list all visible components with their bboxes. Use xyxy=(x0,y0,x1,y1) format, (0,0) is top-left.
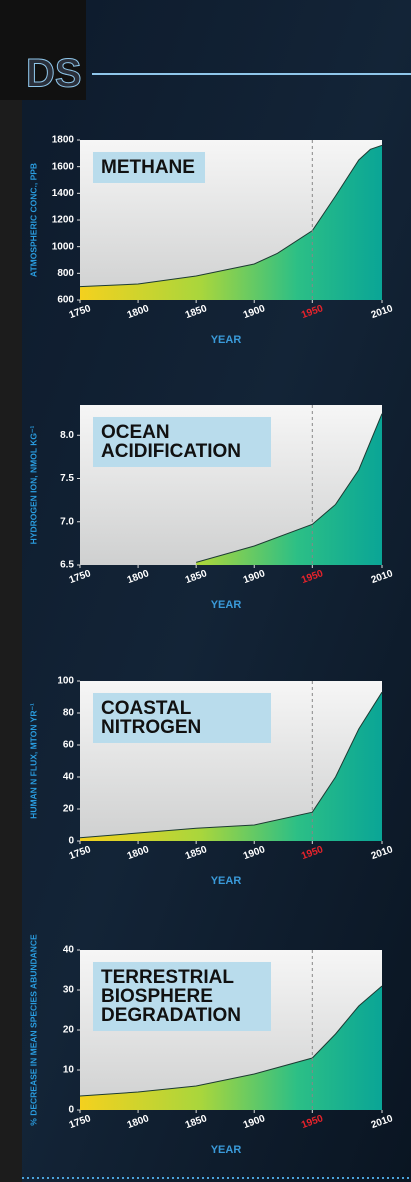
area xyxy=(80,986,382,1110)
y-tick-label: 0 xyxy=(68,1105,74,1116)
title-box: COASTAL NITROGEN xyxy=(93,693,271,743)
title-box: TERRESTRIAL BIOSPHERE DEGRADATION xyxy=(93,962,271,1031)
area-edge xyxy=(79,985,383,1097)
y-tick-label: 10 xyxy=(63,1065,75,1076)
area-edge xyxy=(79,144,383,288)
y-tick-label: 20 xyxy=(63,1025,75,1036)
y-tick-label: 80 xyxy=(63,708,75,719)
y-tick-label: 40 xyxy=(63,772,75,783)
y-tick-label: 7.0 xyxy=(60,516,74,527)
y-tick-label: 8.0 xyxy=(60,430,74,441)
y-tick-label: 30 xyxy=(63,985,75,996)
y-tick-label: 20 xyxy=(63,804,75,815)
title-box: OCEAN ACIDIFICATION xyxy=(93,417,271,467)
chart-title: TERRESTRIAL BIOSPHERE DEGRADATION xyxy=(93,962,271,1031)
chart-title: COASTAL NITROGEN xyxy=(93,693,271,743)
left-strip xyxy=(0,0,22,1182)
x-axis-label: YEAR xyxy=(211,334,242,346)
y-axis-label: HUMAN N FLUX, MTON YR⁻¹ xyxy=(28,703,38,819)
y-tick-label: 800 xyxy=(57,268,74,279)
y-axis-label: % DECREASE IN MEAN SPECIES ABUNDANCE xyxy=(28,934,38,1126)
area-edge xyxy=(196,413,383,563)
y-tick-label: 100 xyxy=(57,676,74,687)
x-axis-label: YEAR xyxy=(211,875,242,887)
y-tick-label: 1800 xyxy=(52,135,75,146)
y-tick-label: 40 xyxy=(63,945,75,956)
area xyxy=(196,413,382,565)
y-tick-label: 1400 xyxy=(52,188,75,199)
y-tick-label: 1600 xyxy=(52,161,75,172)
y-tick-label: 60 xyxy=(63,740,75,751)
y-tick-label: 1200 xyxy=(52,215,75,226)
header-box xyxy=(0,0,86,100)
chart-title: OCEAN ACIDIFICATION xyxy=(93,417,271,467)
header-title: DS xyxy=(26,52,82,96)
y-tick-label: 0 xyxy=(68,836,74,847)
y-axis-label: ATMOSPHERIC CONC., PPB xyxy=(28,163,38,277)
x-axis-label: YEAR xyxy=(211,599,242,611)
area xyxy=(80,692,382,841)
title-box: METHANE xyxy=(93,152,205,183)
y-axis-label: HYDROGEN ION, NMOL KG⁻¹ xyxy=(28,426,38,545)
y-tick-label: 600 xyxy=(57,295,74,306)
y-tick-label: 7.5 xyxy=(60,473,74,484)
y-tick-label: 1000 xyxy=(52,241,75,252)
chart-title: METHANE xyxy=(93,152,205,183)
y-tick-label: 6.5 xyxy=(60,560,74,571)
area xyxy=(80,145,382,300)
x-axis-label: YEAR xyxy=(211,1144,242,1156)
area-edge xyxy=(79,691,383,839)
